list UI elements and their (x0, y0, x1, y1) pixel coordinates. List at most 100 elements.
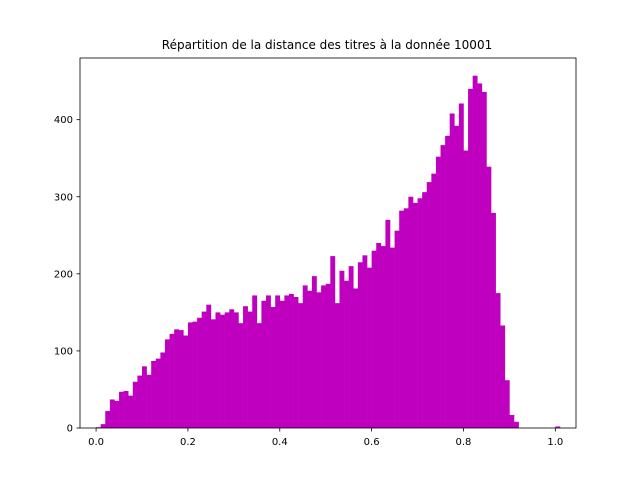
histogram-bar (174, 329, 180, 428)
histogram-bar (220, 314, 225, 428)
x-tick-label: 0.2 (180, 437, 196, 448)
histogram-bar (500, 325, 506, 428)
histogram-bar (187, 322, 193, 428)
histogram-bar (137, 375, 143, 428)
histogram-bar (325, 283, 331, 428)
histogram-bar (169, 333, 175, 428)
histogram-bar (233, 312, 239, 429)
histogram-bar (210, 319, 216, 428)
histogram-bar (275, 295, 281, 428)
histogram-bar (362, 255, 368, 428)
histogram-bar (160, 352, 166, 428)
histogram-bar (426, 182, 432, 428)
histogram-bar (468, 88, 473, 428)
histogram-bar (316, 292, 322, 428)
histogram-bar (307, 290, 313, 428)
histogram-bar (284, 295, 290, 428)
histogram-bar (105, 411, 111, 428)
histogram-bar (151, 360, 157, 428)
histogram-bar (371, 250, 377, 428)
histogram-bar (146, 374, 152, 428)
histogram-bar (449, 113, 455, 428)
y-tick-label: 400 (54, 115, 73, 126)
histogram-bar (247, 311, 253, 428)
histogram-bar (417, 198, 423, 428)
histogram-bar (435, 156, 441, 429)
histogram-bar (440, 145, 446, 428)
x-tick-label: 0.6 (364, 437, 380, 448)
histogram-bar (495, 293, 501, 428)
histogram-bar (224, 312, 230, 429)
histogram-bar (155, 358, 161, 429)
x-tick-label: 0.4 (272, 437, 288, 448)
histogram-bar (270, 306, 276, 428)
y-tick-label: 0 (67, 424, 73, 435)
histogram-bar (422, 192, 428, 428)
histogram-bar (472, 75, 478, 428)
histogram-bar (458, 103, 464, 428)
histogram-bar (206, 304, 212, 428)
histogram-bar (229, 309, 235, 428)
y-tick-label: 200 (54, 269, 73, 280)
histogram-bar (109, 399, 115, 428)
histogram-bar (330, 256, 336, 428)
histogram-bar (132, 381, 138, 428)
histogram-bar (183, 335, 189, 428)
histogram-bar (399, 210, 405, 429)
histogram-bar (114, 401, 120, 428)
histogram-bar (491, 212, 496, 428)
histogram-bar (514, 421, 519, 428)
histogram-bar (344, 280, 349, 428)
histogram-bar (431, 173, 437, 429)
histogram-bar (408, 196, 414, 428)
x-tick-label: 0.8 (456, 437, 472, 448)
histogram-bar (390, 247, 395, 429)
histogram-bar (256, 323, 262, 428)
histogram-bar (142, 366, 147, 428)
y-axis-ticks: 0 100 200 300 400 (54, 115, 80, 435)
histogram-bar (243, 306, 248, 428)
histogram-bar (261, 300, 267, 428)
histogram-bar (302, 285, 308, 428)
histogram-bar (201, 311, 207, 428)
histogram-bar (311, 276, 317, 428)
plot-frame (79, 57, 577, 429)
x-tick-label: 0.0 (88, 437, 104, 448)
x-axis-ticks: 0.0 0.2 0.4 0.6 0.8 1.0 (88, 428, 563, 448)
histogram-bar (403, 208, 409, 428)
histogram-bar (266, 295, 271, 428)
histogram-bar (353, 288, 359, 428)
histogram-bar (481, 91, 487, 429)
chart-title: Répartition de la distance des titres à … (162, 38, 492, 52)
histogram-bar (348, 266, 354, 429)
histogram-bar (298, 303, 304, 429)
histogram-bar (238, 323, 244, 428)
y-tick-label: 100 (54, 346, 73, 357)
histogram-bar (215, 312, 221, 429)
y-tick-label: 300 (54, 192, 73, 203)
histogram-bar (197, 317, 202, 428)
histogram-bar (445, 135, 450, 428)
histogram-bar (385, 219, 391, 429)
histogram-bar (509, 414, 515, 428)
histogram-bar (192, 321, 198, 429)
histogram-bar (119, 391, 124, 428)
histogram-bar (367, 267, 372, 428)
x-tick-label: 1.0 (547, 437, 563, 448)
histogram-bar (504, 380, 510, 428)
histogram-bar (454, 125, 460, 428)
histogram-bar (334, 303, 340, 429)
histogram-bar (380, 246, 386, 428)
histogram-bar (164, 339, 170, 428)
histogram-bar (412, 202, 418, 428)
histogram-bar (293, 296, 299, 428)
histogram-bar (288, 293, 294, 429)
histogram-bar (123, 391, 129, 428)
histogram-bar (128, 395, 134, 429)
histogram-bar (555, 426, 561, 428)
histogram-bar (339, 270, 345, 428)
histogram-bar (394, 230, 400, 428)
histogram-bar (321, 285, 326, 428)
histogram-bar (100, 424, 106, 428)
